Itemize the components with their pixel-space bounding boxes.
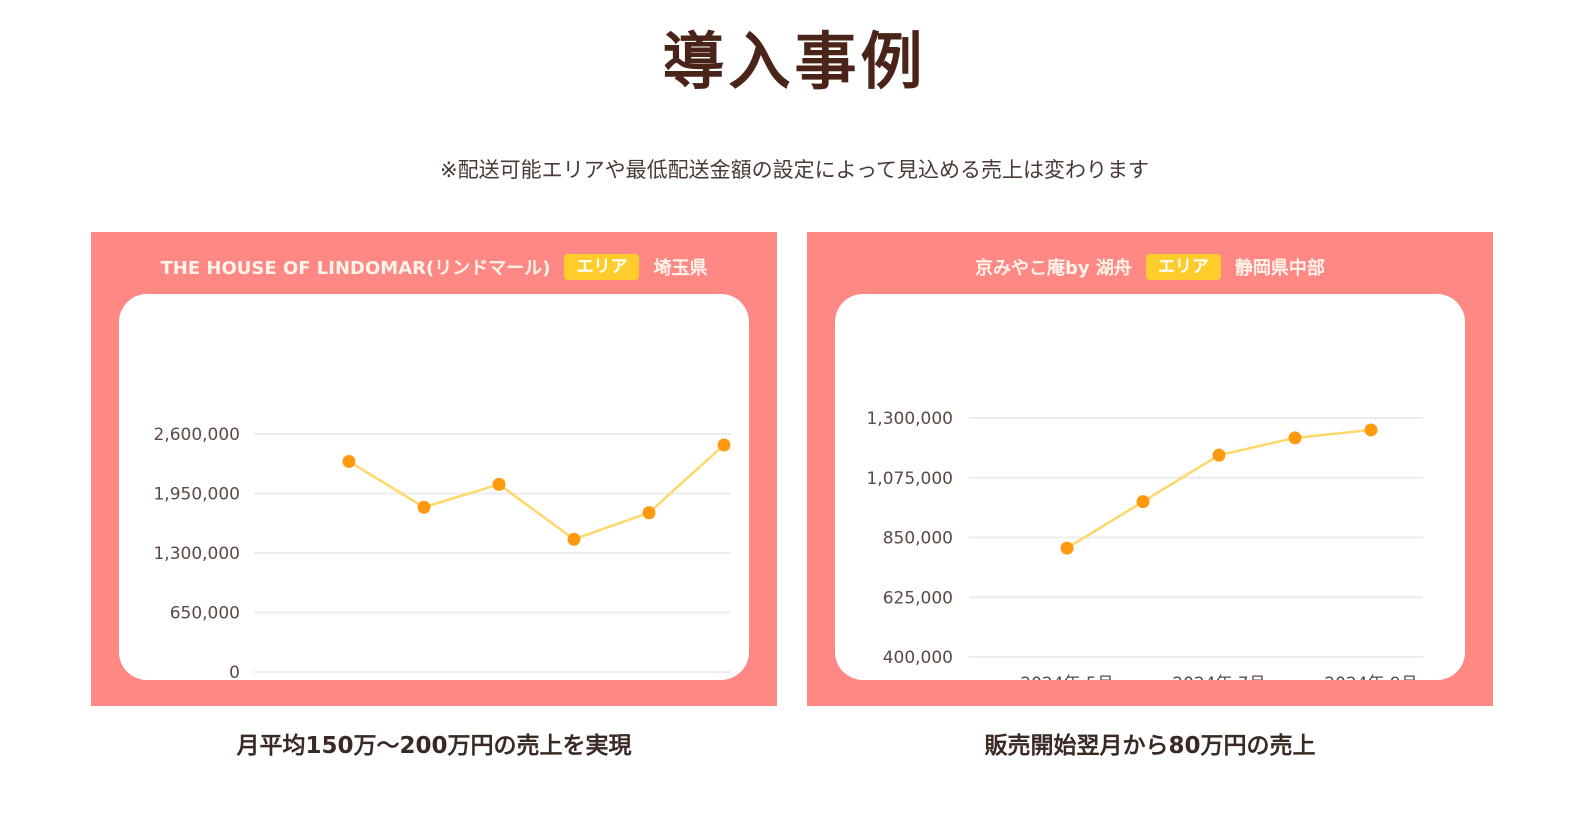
area-badge: エリア (564, 254, 640, 280)
area-name: 静岡県中部 (1234, 258, 1325, 279)
chart-panel: 0650,0001,300,0001,950,0002,600,0002024年… (119, 294, 749, 680)
data-point (717, 438, 731, 452)
area-name: 埼玉県 (653, 258, 708, 279)
data-point (342, 454, 356, 468)
data-point (1136, 495, 1150, 509)
y-tick-label: 2,600,000 (153, 425, 240, 445)
series-line (1066, 428, 1372, 550)
series-line (348, 444, 725, 541)
sales-line-chart-lindomar: 0650,0001,300,0001,950,0002,600,0002024年… (153, 425, 731, 680)
case-card-kyomiyakoan: 京みやこ庵by 湖舟 エリア 静岡県中部 400,000 625,000 850,0… (807, 232, 1493, 706)
store-name: 京みやこ庵by 湖舟 (975, 258, 1132, 279)
store-name: THE HOUSE OF LINDOMAR(リンドマール) (160, 258, 551, 279)
y-tick-label: 650,000 (170, 604, 240, 624)
page-title: 導入事例 (662, 25, 927, 98)
y-tick-label: 1,300,000 (866, 409, 953, 429)
case-caption: 販売開始翌月から80万円の売上 (984, 733, 1316, 759)
y-tick-label: 400,000 (883, 648, 953, 668)
area-badge: エリア (1145, 254, 1221, 280)
data-point (492, 477, 506, 491)
y-tick-label: 0 (229, 663, 240, 680)
y-tick-label: 1,950,000 (153, 485, 240, 505)
y-tick-label: 625,000 (883, 588, 953, 608)
case-header: 京みやこ庵by 湖舟 エリア 静岡県中部 (807, 252, 1493, 282)
x-tick-label: 2024年 7月 (1172, 674, 1265, 680)
data-point (642, 506, 656, 520)
data-point (1364, 423, 1378, 437)
x-tick-label: 2024年 9月 (1324, 674, 1417, 680)
data-point (1212, 448, 1226, 462)
data-point (567, 532, 581, 546)
x-tick-label: 2024年 5月 (1020, 674, 1113, 680)
y-tick-label: 850,000 (883, 529, 953, 549)
sales-note: ※配送可能エリアや最低配送金額の設定によって見込める売上は変わります (440, 158, 1149, 182)
data-point (1288, 431, 1302, 445)
sales-line-chart-kyomiyakoan: 400,000 625,000 850,000 1,075,000 1,300,000 2… (866, 409, 1423, 680)
case-caption: 月平均150万〜200万円の売上を実現 (236, 733, 632, 759)
data-point (1060, 541, 1074, 555)
y-tick-label: 1,075,000 (866, 469, 953, 489)
chart-panel: 400,000 625,000 850,000 1,075,000 1,300,000 2… (835, 294, 1465, 680)
data-point (417, 500, 431, 514)
y-tick-label: 1,300,000 (153, 544, 240, 564)
case-header: THE HOUSE OF LINDOMAR(リンドマール) エリア 埼玉県 (91, 252, 777, 282)
case-card-lindomar: THE HOUSE OF LINDOMAR(リンドマール) エリア 埼玉県 0 6… (91, 232, 777, 706)
